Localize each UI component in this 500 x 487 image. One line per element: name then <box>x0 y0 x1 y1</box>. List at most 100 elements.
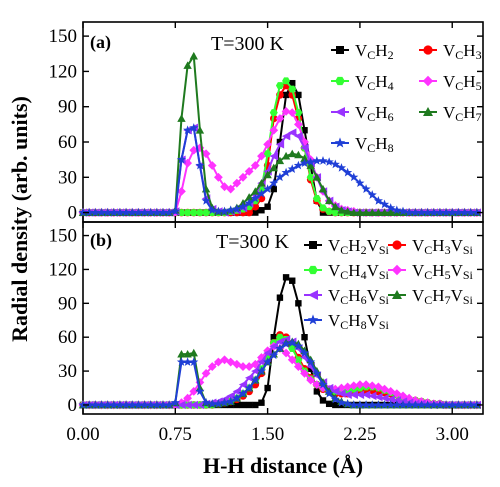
panel-a-series-6-point-4 <box>103 207 113 217</box>
panel-a-series-6-point-59 <box>441 207 451 217</box>
panel-b-y-tick-label-2: 60 <box>58 327 77 348</box>
panel-b-series-4-point-16 <box>177 400 186 410</box>
panel-a-y-tick-label-5: 150 <box>49 26 78 47</box>
panel-b-series-0-point-41 <box>332 401 339 409</box>
panel-b-series-4-point-41 <box>331 387 340 396</box>
panel-a-series-6-point-1 <box>84 207 94 217</box>
panel-b-series-0-point-35 <box>295 300 302 307</box>
panel-a-series-6-point-22 <box>213 206 223 216</box>
panel-b-series-0-point-25 <box>233 401 241 409</box>
panel-a-series-6-point-7 <box>121 207 131 217</box>
panel-b-series-4-point-44 <box>349 390 358 399</box>
panel-a-legend-label-6: VCH8 <box>355 134 394 155</box>
panel-b-series-6-point-18 <box>189 357 199 366</box>
panel-a-series-0-point-28 <box>252 209 259 216</box>
panel-b-series-6-point-25 <box>232 393 242 403</box>
panel-b-series-4-point-32 <box>275 337 285 346</box>
panel-a-series-2-point-37 <box>306 173 315 181</box>
panel-a-series-3-point-20 <box>201 149 211 159</box>
panel-b-series-4-point-43 <box>343 390 352 399</box>
panel-a-series-6-point-61 <box>453 207 463 217</box>
panel-b-series-6-point-47 <box>367 400 377 409</box>
panel-a-series-6-point-33 <box>281 167 291 177</box>
panel-a-series-2-point-34 <box>288 85 297 93</box>
panel-b-series-6-point-52 <box>398 400 408 409</box>
panel-b-series-3-point-21 <box>207 362 217 371</box>
panel-a-legend: VCH2 VCH3 VCH4 VCH5 VCH6 VCH7 VCH8 <box>331 41 482 155</box>
panel-a-series-6-point-53 <box>404 207 414 217</box>
panel-a-series-5-point-36 <box>300 154 309 162</box>
panel-a-legend-entry-6: VCH8 <box>331 134 394 155</box>
panel-a-legend-label-3: VCH5 <box>443 72 482 93</box>
panel-a-y-tick-label-3: 90 <box>58 97 77 118</box>
panel-a-series-2-point-30 <box>263 150 272 158</box>
panel-a-series-5-point-27 <box>244 193 254 201</box>
panel-a-series-6-point-23 <box>219 206 230 216</box>
panel-b-series-6-point-60 <box>447 400 457 409</box>
panel-b-series-0-point-34 <box>289 277 296 284</box>
panel-b-series-4-point-17 <box>183 400 192 410</box>
panel-a-y-tick-label-2: 60 <box>58 132 77 153</box>
panel-b-series-6-point-16 <box>176 357 187 366</box>
panel-b-series-3-point-35 <box>293 362 303 371</box>
panel-b-series-2-point-34 <box>288 345 297 352</box>
panel-b-series-0-point-37 <box>307 365 314 373</box>
panel-a-label: (a) <box>90 32 111 53</box>
panel-a-series-6-point-56 <box>423 207 433 217</box>
panel-b-series-0-point-42 <box>338 401 345 409</box>
panel-b-series-6-point-55 <box>416 400 427 409</box>
panel-b-plot-frame <box>82 221 484 415</box>
panel-a-series-3-point-24 <box>226 184 236 194</box>
panel-a-series-5-point-33 <box>281 151 291 160</box>
panel-b-series-4-point-27 <box>244 373 254 383</box>
panel-a-series-5-point-48 <box>374 208 383 216</box>
panel-a-series-3-point-34 <box>287 108 297 117</box>
panel-b-series-6-point-21 <box>207 399 217 408</box>
panel-b-series-6-point-20 <box>201 397 211 407</box>
panel-b-series-0-point-31 <box>270 334 277 341</box>
panel-b-series-6-point-32 <box>275 343 285 353</box>
panel-a-series-6-point-18 <box>189 123 199 132</box>
panel-b-series-4-point-24 <box>226 391 235 401</box>
panel-b-series-6-point-56 <box>423 400 433 409</box>
panel-b-legend-entry-3: VCH5VSi <box>388 261 474 282</box>
panel-a-series-6-point-58 <box>435 207 445 217</box>
panel-a-series-6-point-44 <box>349 172 359 182</box>
panel-b-series-6-point-64 <box>472 400 482 409</box>
panel-b-series-0-point-39 <box>319 397 327 404</box>
panel-a-legend-marker-5 <box>423 107 433 116</box>
panel-a-series-2-point-39 <box>319 204 327 212</box>
panel-a-series-6-point-43 <box>343 167 353 177</box>
panel-a-series-6-point-63 <box>466 207 476 217</box>
panel-b-series-6-point-29 <box>256 366 267 375</box>
panel-b-series-6-point-53 <box>404 400 414 409</box>
panel-b-series-6-point-30 <box>263 357 273 366</box>
panel-b-legend-label-1: VCH3VSi <box>412 236 474 257</box>
panel-b-series-3-point-20 <box>201 368 211 378</box>
panel-b-series-6-point-57 <box>429 400 439 409</box>
panel-a-series-0-point-31 <box>270 185 277 193</box>
panel-a-legend-label-5: VCH7 <box>443 103 482 124</box>
panel-a-series-5-point-37 <box>306 161 315 169</box>
panel-a-series-6-point-20 <box>201 196 211 205</box>
panel-b-series-6-point-6 <box>115 400 125 409</box>
panel-a-series-5-point-29 <box>257 178 266 187</box>
panel-a-series-6-point-54 <box>410 207 420 217</box>
panel-a-series-6-point-11 <box>146 207 156 217</box>
panel-a-series-6-point-15 <box>170 206 180 216</box>
panel-b-series-6-point-27 <box>244 383 254 392</box>
panel-a-series-4-point-36 <box>300 143 309 153</box>
panel-a-temperature: T=300 K <box>211 33 284 55</box>
panel-b-series-4-point-30 <box>263 348 272 358</box>
panel-a-series-3-point-31 <box>269 125 279 135</box>
panel-b-series-6-point-62 <box>459 400 470 409</box>
panel-a-series-3-point-29 <box>257 151 266 161</box>
panel-b-series-4-point-47 <box>368 391 377 401</box>
panel-b-series-6-point-11 <box>146 400 156 409</box>
panel-a-series-6-point-41 <box>330 159 340 169</box>
panel-b-legend-entry-6: VCH8VSi <box>304 311 390 332</box>
panel-b-series-6-point-61 <box>453 400 463 409</box>
panel-a-series-0-point-33 <box>282 91 290 99</box>
panel-a-series-2-point-18 <box>189 209 198 217</box>
